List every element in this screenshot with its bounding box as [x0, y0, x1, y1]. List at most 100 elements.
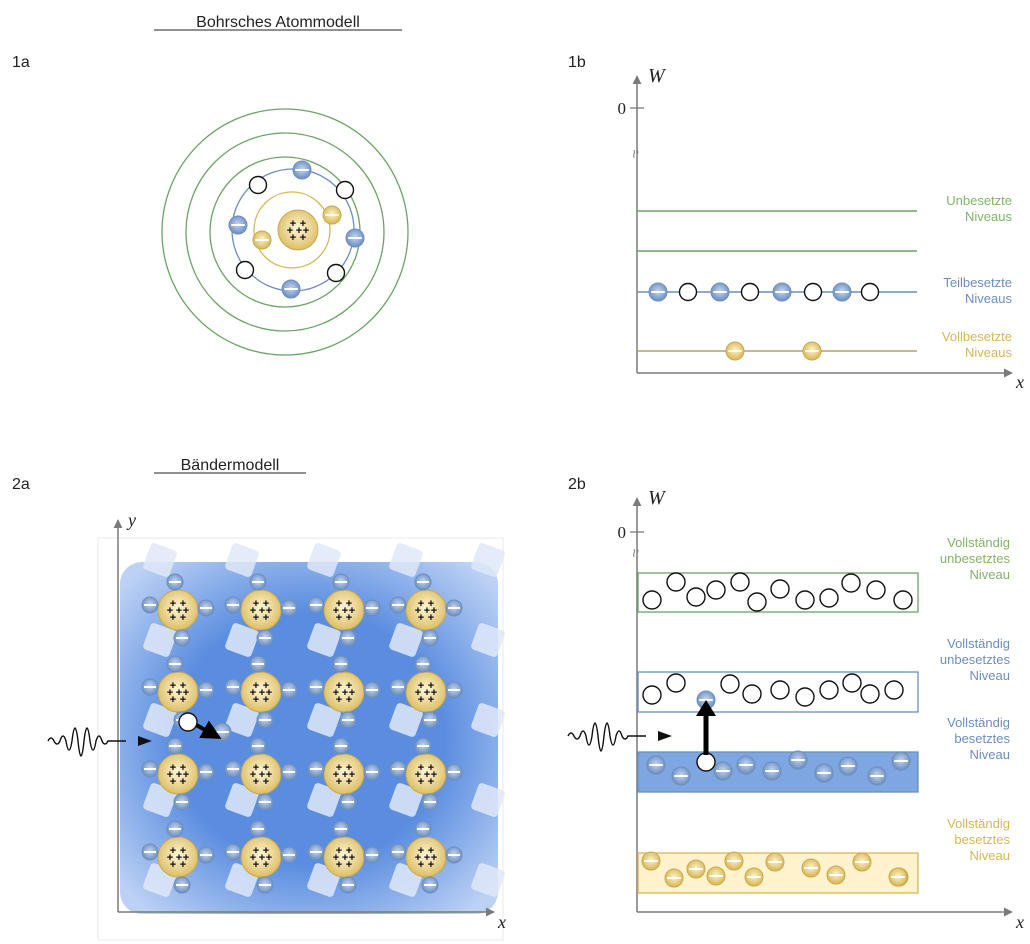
lattice-electron [389, 843, 407, 861]
lattice-vacancy [471, 703, 505, 737]
lattice-electron [141, 678, 159, 696]
band-hole [860, 684, 880, 704]
band-hole [747, 592, 767, 612]
svg-text:+: + [349, 605, 355, 617]
svg-text:+: + [336, 598, 342, 610]
lattice-electron [339, 793, 357, 811]
lattice-electron [363, 846, 381, 864]
lattice-ion: + ++ + ++ + [323, 753, 365, 795]
heading-bohr: Bohrsches Atommodell [196, 14, 360, 31]
lattice-electron [166, 820, 184, 838]
lattice-electron [421, 711, 439, 729]
lattice-ion: + ++ + ++ + [240, 589, 282, 631]
lattice-electron [339, 711, 357, 729]
svg-text:+: + [418, 694, 424, 706]
band-electron-gold [826, 865, 846, 885]
svg-text:+: + [266, 852, 272, 864]
level-particles [648, 282, 880, 361]
svg-text:+: + [349, 687, 355, 699]
lattice-vacancy [225, 783, 259, 817]
lattice-electron [445, 846, 463, 864]
electron-blue [292, 160, 312, 180]
lattice-electron [166, 655, 184, 673]
lattice-electron [256, 629, 274, 647]
band-hole [819, 680, 839, 700]
svg-text:+: + [167, 687, 173, 699]
svg-text:+: + [418, 612, 424, 624]
lattice-electron [307, 596, 325, 614]
svg-text:+: + [250, 852, 256, 864]
lattice-electron [256, 793, 274, 811]
svg-text:+: + [428, 612, 434, 624]
lattice-electron [249, 820, 267, 838]
svg-text:+: + [296, 225, 302, 237]
band-hole [893, 590, 913, 610]
band-hole [666, 572, 686, 592]
svg-text:+: + [428, 845, 434, 857]
level-electron-gold [725, 341, 745, 361]
lattice-electron [249, 573, 267, 591]
svg-text:+: + [176, 605, 182, 617]
svg-text:+: + [349, 852, 355, 864]
svg-text:+: + [418, 776, 424, 788]
lattice-ion: + ++ + ++ + [323, 836, 365, 878]
crystal-lattice-2a: + ++ + ++ ++ ++ + ++ ++ ++ + ++ ++ ++ + ++ ++ ++ + ++ ++ ++ + +… [47, 510, 506, 941]
excitation-arrowhead-2b [696, 700, 716, 716]
ion-plus-signs: + ++ + ++ + [250, 845, 272, 871]
band-top-label-3: Niveau [970, 567, 1010, 582]
band-hole [742, 684, 762, 704]
svg-text:+: + [415, 852, 421, 864]
level-hole [678, 282, 698, 302]
svg-text:+: + [263, 859, 269, 871]
lattice-electron [363, 599, 381, 617]
lattice-electron [280, 763, 298, 781]
lattice-electron [197, 681, 215, 699]
lattice-electron [363, 763, 381, 781]
lattice-electron [141, 596, 159, 614]
svg-text:+: + [346, 680, 352, 692]
svg-text:+: + [259, 687, 265, 699]
svg-text:+: + [428, 694, 434, 706]
band-electron-gold [706, 866, 726, 886]
lattice-ion: + ++ + ++ + [157, 671, 199, 713]
svg-text:+: + [176, 769, 182, 781]
ion-plus-signs: + ++ + ++ + [167, 598, 189, 624]
svg-text:+: + [253, 612, 259, 624]
band-electron [762, 761, 782, 781]
lattice-vacancy [471, 783, 505, 817]
label-unbesetzte-line1: Unbesetzte [946, 193, 1012, 208]
svg-text:+: + [290, 232, 296, 244]
svg-text:+: + [336, 859, 342, 871]
lattice-electron [421, 793, 439, 811]
label-vollbesetzte-line2: Niveaus [965, 345, 1012, 360]
ion-plus-signs: + ++ + ++ + [415, 762, 437, 788]
svg-text:+: + [263, 694, 269, 706]
band-bottom-label-2: besetztes [954, 832, 1010, 847]
svg-text:+: + [342, 687, 348, 699]
axis-break-2b: ≈ [628, 548, 645, 557]
photon-wave-2a [47, 727, 126, 757]
lattice-vacancy [307, 543, 341, 577]
band-upper-label-3: Niveau [970, 668, 1010, 683]
ion-plus-signs: + ++ + ++ + [250, 598, 272, 624]
lattice-vacancy [389, 623, 423, 657]
lattice-electron [339, 629, 357, 647]
svg-text:+: + [170, 859, 176, 871]
ion-plus-signs: + ++ + ++ + [167, 762, 189, 788]
lattice-electron [421, 629, 439, 647]
lattice-frame [97, 537, 504, 941]
label-unbesetzte-line2: Niveaus [965, 209, 1012, 224]
ion-plus-signs: + ++ + ++ + [415, 845, 437, 871]
lattice-electron [445, 681, 463, 699]
ion-plus-signs: + ++ + ++ + [333, 598, 355, 624]
band-hole [795, 590, 815, 610]
svg-text:+: + [183, 769, 189, 781]
x-axis-label-1b: x [1015, 372, 1024, 392]
photon-arrowhead-2b [658, 731, 672, 741]
lattice-electron [224, 843, 242, 861]
lattice-ion: + ++ + ++ + [405, 753, 447, 795]
svg-text:+: + [253, 680, 259, 692]
band-middle-label-3: Niveau [970, 747, 1010, 762]
atom-nucleus [277, 209, 319, 251]
panel-label-2b: 2b [568, 476, 586, 493]
